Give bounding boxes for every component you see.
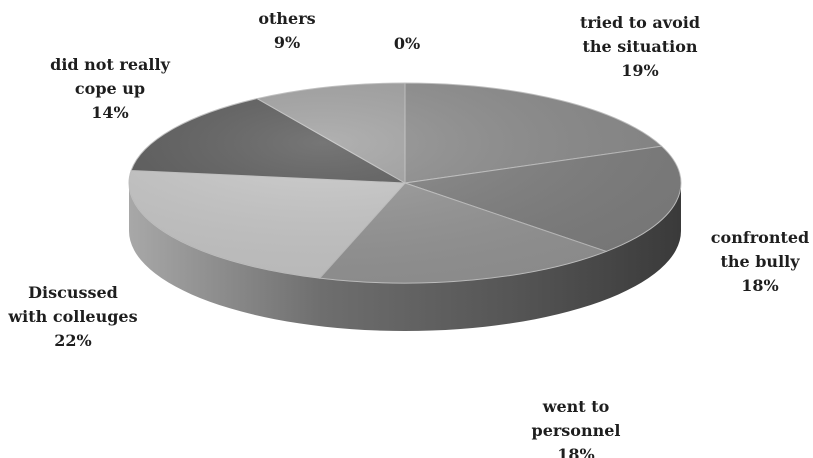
- pie-top-shade: [129, 83, 681, 283]
- slice-label-5-line-0: others: [258, 9, 315, 28]
- slice-value-label-6: 0%: [394, 34, 420, 53]
- slice-label-1-line-1: the bully: [720, 252, 800, 271]
- pie-side: [129, 183, 681, 331]
- slice-label-1-line-0: confronted: [711, 228, 809, 247]
- slice-value-label-1: 18%: [741, 276, 778, 295]
- slice-label-0: tried to avoid the situation 19%: [580, 13, 700, 80]
- slice-label-1: confronted the bully 18%: [711, 228, 809, 295]
- slice-label-4-line-1: cope up: [75, 79, 145, 98]
- slice-label-3: Discussed with colleuges 22%: [7, 283, 137, 350]
- slice-label-3-line-0: Discussed: [28, 283, 118, 302]
- slice-label-6: 0%: [394, 34, 420, 53]
- slice-value-label-4: 14%: [91, 103, 128, 122]
- slice-label-4-line-0: did not really: [50, 55, 170, 74]
- slice-value-label-3: 22%: [54, 331, 91, 350]
- slice-label-2: went to personnel 18%: [532, 397, 621, 458]
- slice-value-label-5: 9%: [274, 33, 300, 52]
- slice-label-2-line-1: personnel: [532, 421, 621, 440]
- slice-label-0-line-0: tried to avoid: [580, 13, 700, 32]
- pie-layer: [128, 82, 682, 331]
- label-layer: tried to avoid the situation 19% confronted…: [7, 9, 809, 458]
- slice-label-3-line-1: with colleuges: [7, 307, 137, 326]
- slice-label-0-line-1: the situation: [582, 37, 697, 56]
- slice-label-2-line-0: went to: [542, 397, 610, 416]
- slice-label-5: others 9%: [258, 9, 315, 52]
- slice-value-label-0: 19%: [621, 61, 658, 80]
- slice-value-label-2: 18%: [557, 445, 594, 458]
- slice-label-4: did not really cope up 14%: [50, 55, 170, 122]
